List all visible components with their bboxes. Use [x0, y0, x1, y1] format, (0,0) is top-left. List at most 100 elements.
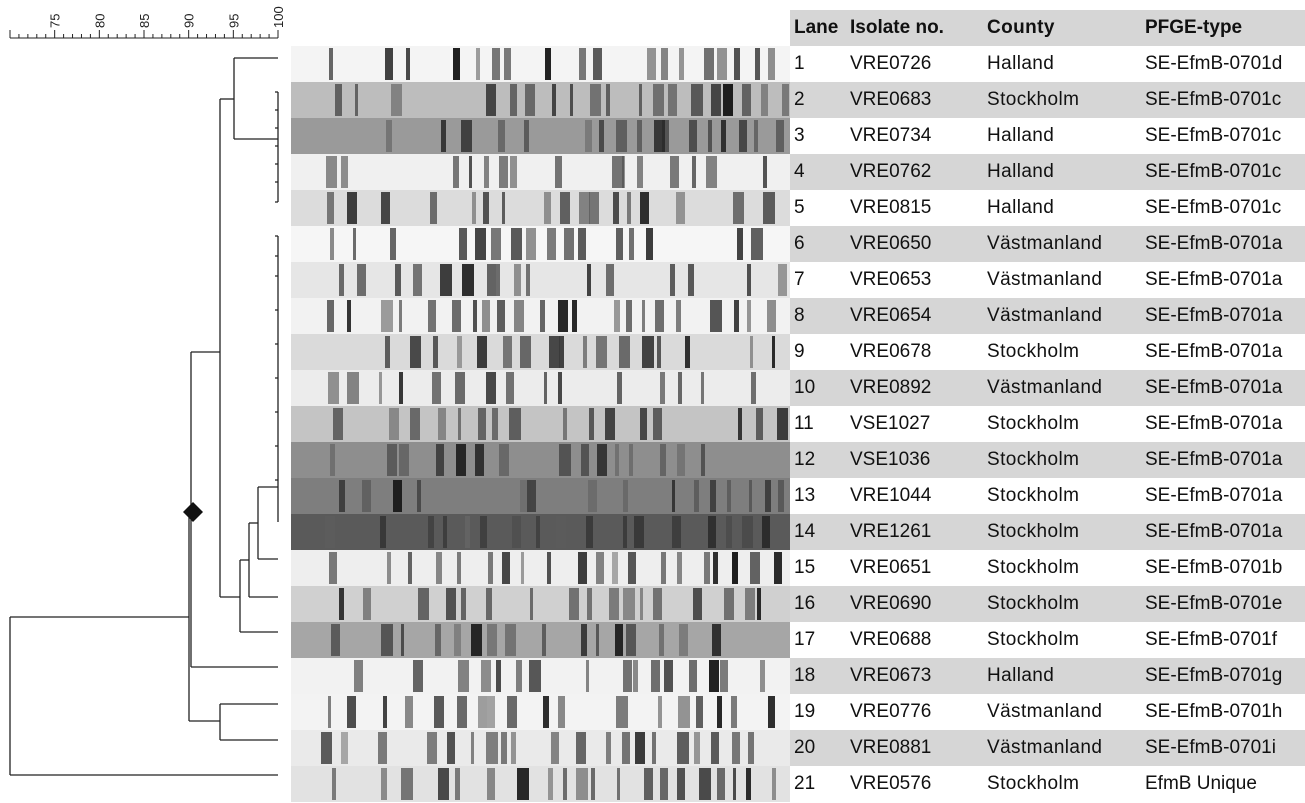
gel-band — [717, 48, 727, 80]
gel-band — [475, 228, 486, 260]
gel-band — [670, 264, 675, 296]
gel-band — [446, 588, 456, 620]
gel-band — [655, 300, 664, 332]
gel-band — [721, 120, 726, 152]
gel-band — [756, 408, 763, 440]
gel-band — [399, 444, 409, 476]
gel-band — [453, 156, 459, 188]
cell-lane: 20 — [794, 737, 816, 758]
gel-band — [694, 732, 700, 764]
gel-band — [689, 660, 697, 692]
cell-isolate: VRE0892 — [850, 377, 932, 398]
gel-band — [772, 336, 775, 368]
cell-pfge-type: SE-EfmB-0701c — [1145, 89, 1282, 110]
gel-band — [471, 732, 474, 764]
header-pfge-type: PFGE-type — [1145, 17, 1243, 38]
cell-pfge-type: SE-EfmB-0701e — [1145, 593, 1283, 614]
cell-pfge-type: SE-EfmB-0701h — [1145, 701, 1283, 722]
gel-lane — [291, 406, 790, 442]
gel-lane — [291, 262, 790, 298]
gel-band — [339, 264, 344, 296]
similarity-scale: 75 80 85 90 95 100 — [9, 6, 286, 39]
gel-band — [380, 516, 386, 548]
gel-band — [540, 300, 545, 332]
gel-band — [433, 336, 438, 368]
gel-band — [749, 480, 752, 512]
gel-band — [742, 516, 753, 548]
cell-isolate: VRE0653 — [850, 269, 932, 290]
gel-band — [679, 624, 688, 656]
gel-band — [381, 300, 393, 332]
cell-lane: 7 — [794, 269, 805, 290]
cell-lane: 4 — [794, 161, 805, 182]
table-row: 16 VRE0690 Stockholm SE-EfmB-0701e — [790, 586, 1305, 622]
gel-band — [724, 588, 734, 620]
table-row: 6 VRE0650 Västmanland SE-EfmB-0701a — [790, 226, 1305, 262]
cell-pfge-type: SE-EfmB-0701c — [1145, 197, 1282, 218]
gel-band — [688, 264, 694, 296]
table-row: 5 VRE0815 Halland SE-EfmB-0701c — [790, 190, 1305, 226]
gel-band — [496, 660, 501, 692]
gel-band — [452, 300, 461, 332]
gel-band — [341, 732, 348, 764]
gel-lane — [291, 226, 790, 262]
gel-band — [609, 588, 619, 620]
cell-county: Stockholm — [987, 629, 1080, 650]
gel-band — [696, 696, 703, 728]
table-row: 2 VRE0683 Stockholm SE-EfmB-0701c — [790, 82, 1305, 118]
gel-band — [763, 192, 775, 224]
gel-band — [712, 624, 721, 656]
gel-band — [692, 156, 696, 188]
table-row: 1 VRE0726 Halland SE-EfmB-0701d — [790, 46, 1305, 82]
pfge-gel-image — [291, 46, 790, 802]
gel-band — [626, 300, 632, 332]
gel-band — [691, 84, 703, 116]
cell-lane: 2 — [794, 89, 805, 110]
table-row: 18 VRE0673 Halland SE-EfmB-0701g — [790, 658, 1305, 694]
gel-band — [704, 552, 710, 584]
gel-band — [544, 372, 547, 404]
cell-lane: 5 — [794, 197, 805, 218]
gel-band — [576, 768, 588, 800]
gel-band — [701, 372, 704, 404]
gel-band — [583, 336, 587, 368]
gel-band — [737, 228, 743, 260]
gel-band — [327, 300, 334, 332]
gel-band — [653, 84, 664, 116]
gel-band — [339, 480, 345, 512]
gel-band — [484, 156, 489, 188]
cell-lane: 15 — [794, 557, 816, 578]
gel-band — [676, 300, 681, 332]
cell-isolate: VRE0815 — [850, 197, 932, 218]
gel-band — [657, 336, 661, 368]
dendrogram-branches — [9, 57, 279, 776]
gel-band — [520, 480, 531, 512]
gel-band — [330, 444, 335, 476]
gel-band — [629, 444, 633, 476]
gel-band — [511, 228, 522, 260]
gel-band — [563, 408, 567, 440]
cell-county: Halland — [987, 125, 1055, 146]
gel-band — [481, 660, 491, 692]
gel-band — [379, 372, 382, 404]
gel-band — [732, 732, 740, 764]
gel-band — [662, 120, 669, 152]
gel-band — [677, 552, 682, 584]
gel-band — [661, 552, 666, 584]
gel-band — [551, 732, 559, 764]
gel-band — [606, 732, 611, 764]
gel-band — [606, 84, 610, 116]
gel-band — [734, 300, 739, 332]
gel-band — [435, 624, 441, 656]
gel-band — [455, 768, 460, 800]
gel-band — [767, 300, 776, 332]
gel-band — [499, 156, 508, 188]
table-row: 20 VRE0881 Västmanland SE-EfmB-0701i — [790, 730, 1305, 766]
table-row: 7 VRE0653 Västmanland SE-EfmB-0701a — [790, 262, 1305, 298]
gel-band — [559, 444, 571, 476]
gel-band — [570, 84, 573, 116]
header-isolate: Isolate no. — [850, 17, 944, 38]
gel-lane — [291, 118, 790, 154]
gel-band — [428, 516, 434, 548]
gel-band — [354, 660, 363, 692]
